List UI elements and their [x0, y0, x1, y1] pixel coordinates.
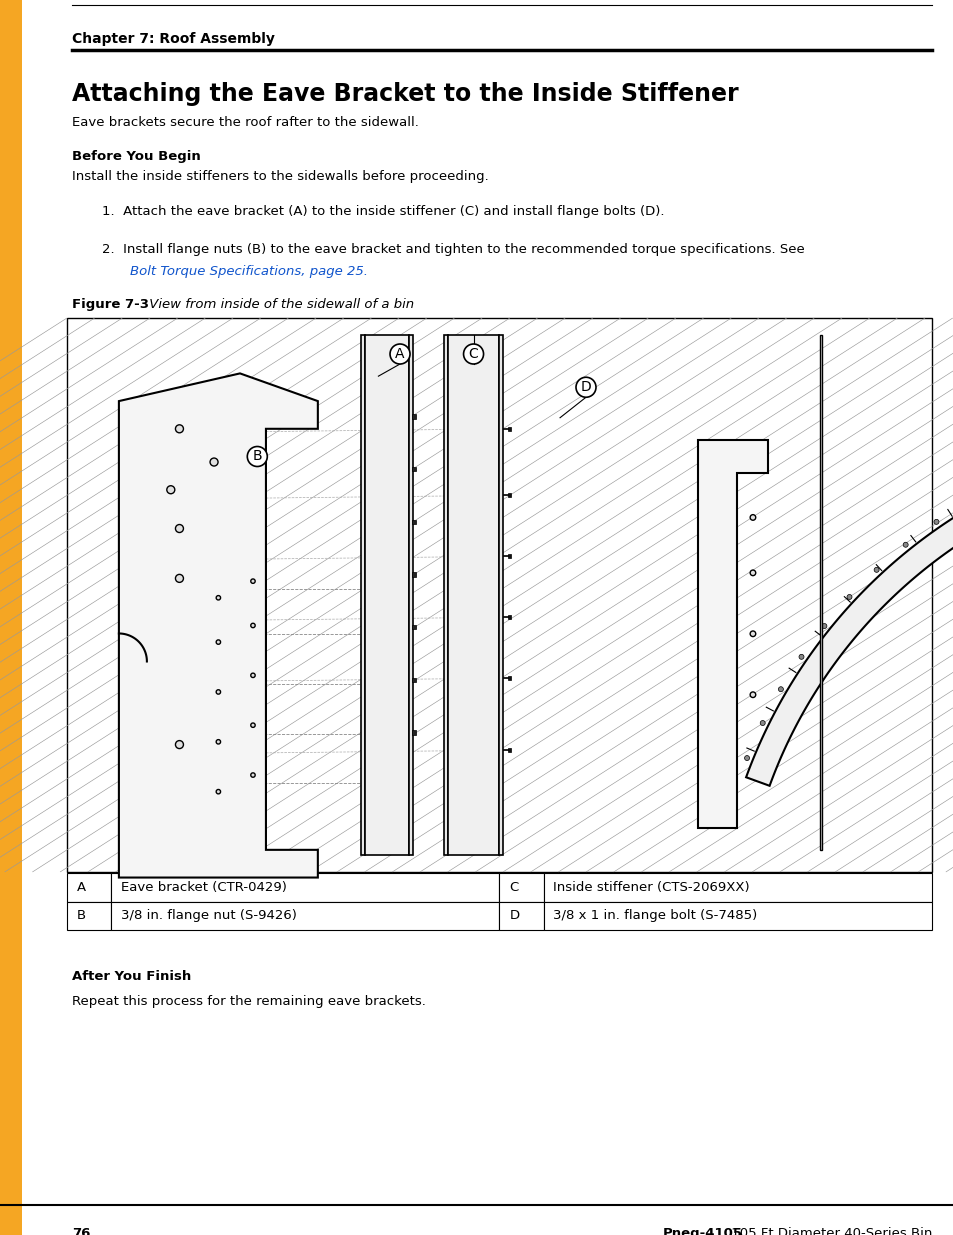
Bar [412, 730, 416, 735]
Circle shape [216, 789, 220, 794]
Circle shape [463, 345, 483, 364]
Circle shape [576, 377, 596, 398]
Bar [508, 555, 511, 558]
Text: Chapter 7: Roof Assembly: Chapter 7: Roof Assembly [71, 32, 274, 46]
Text: Attaching the Eave Bracket to the Inside Stiffener: Attaching the Eave Bracket to the Inside… [71, 82, 738, 106]
Bar [412, 572, 416, 577]
Circle shape [749, 515, 755, 520]
Bar [508, 427, 511, 431]
Text: 3/8 in. flange nut (S-9426): 3/8 in. flange nut (S-9426) [121, 909, 296, 923]
Bar [412, 520, 416, 524]
Circle shape [390, 345, 410, 364]
Bar [543, 873, 931, 902]
Text: Figure 7-3: Figure 7-3 [71, 298, 149, 311]
Circle shape [749, 631, 755, 636]
Circle shape [821, 624, 826, 629]
Circle shape [216, 640, 220, 645]
Bar [508, 615, 511, 619]
Bar [365, 335, 408, 856]
Bar [443, 335, 447, 856]
Bar [412, 467, 416, 472]
Polygon shape [698, 440, 767, 827]
Circle shape [251, 722, 254, 727]
Circle shape [167, 485, 174, 494]
Circle shape [216, 595, 220, 600]
Circle shape [175, 741, 183, 748]
Circle shape [216, 690, 220, 694]
Circle shape [846, 594, 851, 599]
Text: 2.  Install flange nuts (B) to the eave bracket and tighten to the recommended t: 2. Install flange nuts (B) to the eave b… [102, 243, 804, 256]
Circle shape [902, 542, 907, 547]
Bar [412, 678, 416, 682]
Circle shape [251, 579, 254, 583]
Bar [408, 335, 413, 856]
Text: D: D [580, 380, 591, 394]
Text: Bolt Torque Specifications, page 25.: Bolt Torque Specifications, page 25. [130, 266, 368, 278]
Bar [412, 415, 416, 419]
Text: Install the inside stiffeners to the sidewalls before proceeding.: Install the inside stiffeners to the sid… [71, 170, 488, 183]
Circle shape [175, 525, 183, 532]
Circle shape [743, 756, 749, 761]
Polygon shape [745, 467, 953, 785]
Circle shape [175, 425, 183, 432]
Circle shape [933, 520, 938, 525]
Circle shape [251, 773, 254, 777]
Bar [508, 493, 511, 498]
Bar [412, 625, 416, 630]
Circle shape [216, 740, 220, 743]
Text: 3/8 x 1 in. flange bolt (S-7485): 3/8 x 1 in. flange bolt (S-7485) [553, 909, 757, 923]
Text: B: B [77, 909, 86, 923]
Circle shape [749, 692, 755, 698]
Circle shape [760, 720, 764, 725]
Polygon shape [119, 373, 317, 878]
Bar [819, 335, 821, 850]
Bar [361, 335, 365, 856]
Bar [447, 335, 499, 856]
Bar [499, 335, 503, 856]
Text: Eave brackets secure the roof rafter to the sidewall.: Eave brackets secure the roof rafter to … [71, 116, 418, 128]
Bar [508, 676, 511, 680]
Text: A: A [77, 881, 86, 894]
Text: B: B [253, 450, 262, 463]
Bar [67, 873, 111, 902]
Text: D: D [509, 909, 519, 923]
Circle shape [778, 687, 782, 692]
Circle shape [251, 673, 254, 678]
Text: Repeat this process for the remaining eave brackets.: Repeat this process for the remaining ea… [71, 995, 425, 1008]
Text: View from inside of the sidewall of a bin: View from inside of the sidewall of a bi… [145, 298, 414, 311]
Circle shape [247, 447, 267, 467]
Bar [111, 902, 499, 930]
Circle shape [749, 571, 755, 576]
Bar [67, 902, 111, 930]
Bar [508, 748, 511, 752]
Bar [111, 873, 499, 902]
Bar [67, 317, 931, 872]
Text: Inside stiffener (CTS-2069XX): Inside stiffener (CTS-2069XX) [553, 881, 749, 894]
Circle shape [873, 567, 879, 572]
Circle shape [175, 574, 183, 583]
Circle shape [799, 655, 803, 659]
Circle shape [251, 624, 254, 627]
Circle shape [210, 458, 218, 466]
Text: After You Finish: After You Finish [71, 969, 191, 983]
Text: Pneg-4105: Pneg-4105 [662, 1228, 742, 1235]
Bar [499, 902, 543, 930]
Text: Eave bracket (CTR-0429): Eave bracket (CTR-0429) [121, 881, 287, 894]
Text: A: A [395, 347, 404, 361]
Text: 76: 76 [71, 1228, 91, 1235]
Bar [499, 873, 543, 902]
Bar [543, 902, 931, 930]
Bar [0, 0, 22, 1235]
Text: 105 Ft Diameter 40-Series Bin: 105 Ft Diameter 40-Series Bin [726, 1228, 931, 1235]
Text: C: C [468, 347, 477, 361]
Text: 1.  Attach the eave bracket (A) to the inside stiffener (C) and install flange b: 1. Attach the eave bracket (A) to the in… [102, 205, 664, 219]
Text: C: C [509, 881, 518, 894]
Text: Before You Begin: Before You Begin [71, 149, 200, 163]
